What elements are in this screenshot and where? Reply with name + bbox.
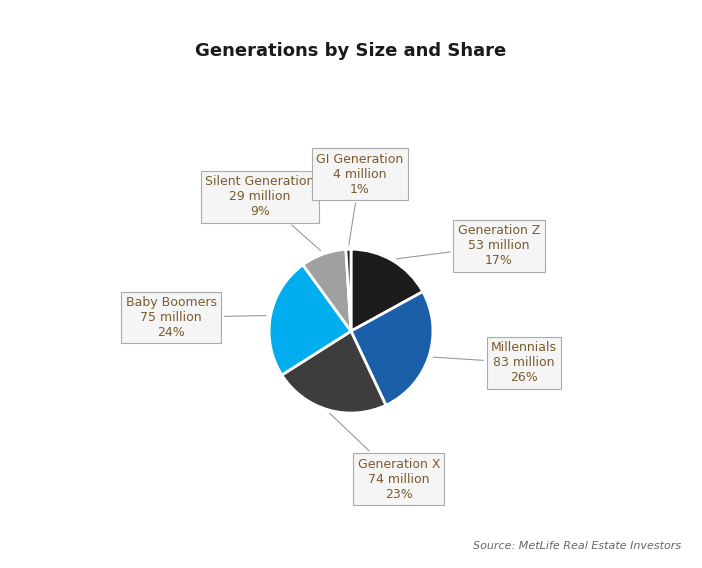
Text: Generation X
74 million
23%: Generation X 74 million 23% (330, 414, 440, 500)
Text: Generation Z
53 million
17%: Generation Z 53 million 17% (397, 224, 540, 268)
Wedge shape (269, 265, 351, 375)
Title: Generations by Size and Share: Generations by Size and Share (195, 43, 507, 60)
Wedge shape (351, 249, 423, 331)
Wedge shape (346, 249, 351, 331)
Text: Silent Generation
29 million
9%: Silent Generation 29 million 9% (205, 176, 321, 250)
Text: Baby Boomers
75 million
24%: Baby Boomers 75 million 24% (126, 296, 266, 339)
Text: Millennials
83 million
26%: Millennials 83 million 26% (433, 341, 557, 385)
Wedge shape (303, 249, 351, 331)
Wedge shape (351, 291, 433, 406)
Text: GI Generation
4 million
1%: GI Generation 4 million 1% (317, 153, 404, 245)
Wedge shape (282, 331, 386, 413)
Text: Source: MetLife Real Estate Investors: Source: MetLife Real Estate Investors (473, 541, 681, 551)
